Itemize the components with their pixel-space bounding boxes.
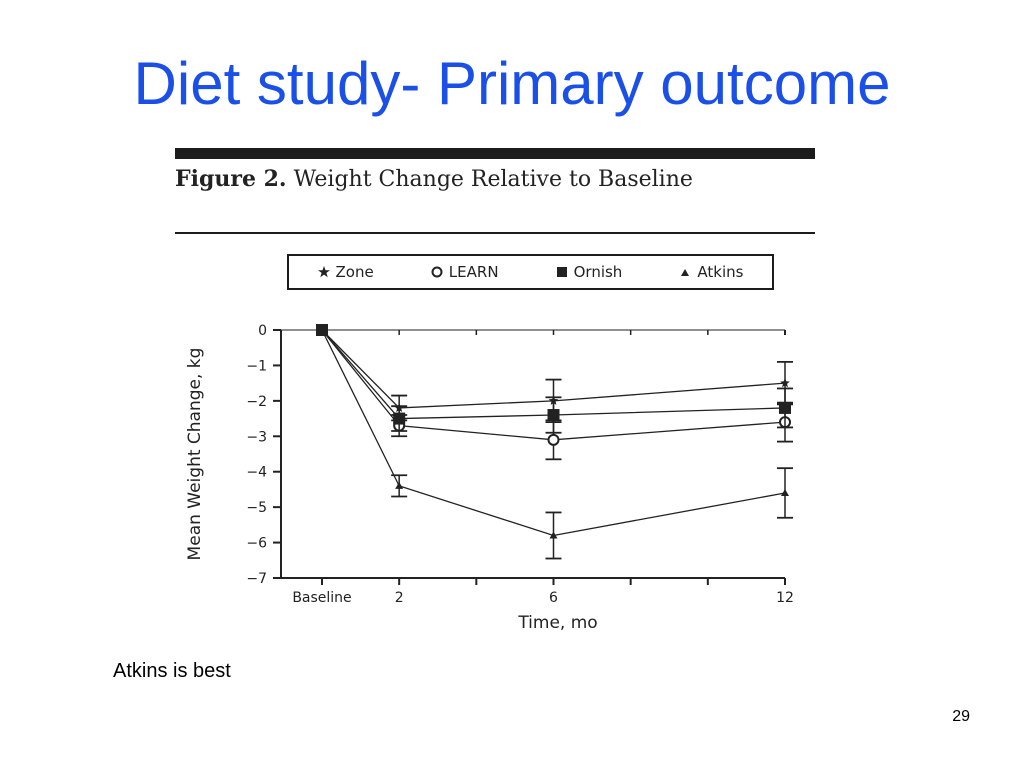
figure-header: Figure 2. Weight Change Relative to Base… <box>175 148 815 234</box>
series-line-ornish <box>321 329 786 420</box>
slide-note: Atkins is best <box>113 660 231 682</box>
y-tick-label: −7 <box>246 571 267 587</box>
series-line-learn <box>321 329 786 441</box>
x-axis-label: Time, mo <box>517 613 597 633</box>
slide-title: Diet study- Primary outcome <box>133 50 891 117</box>
series-line-zone <box>321 329 786 409</box>
point-atkins <box>549 531 558 539</box>
point-atkins <box>318 326 326 333</box>
star-marker-icon <box>317 266 330 278</box>
point-atkins <box>781 488 789 496</box>
open-circle-marker-icon <box>431 266 443 278</box>
triangle-marker-icon <box>681 269 690 276</box>
figure-caption-text: Weight Change Relative to Baseline <box>293 167 693 192</box>
legend-item-learn: LEARN <box>431 263 499 281</box>
series-line-atkins <box>321 329 786 537</box>
figure-bottom-rule <box>175 232 815 234</box>
point-ornish <box>779 401 791 414</box>
figure-label: Figure 2. <box>175 166 287 192</box>
chart-legend: Zone LEARN Ornish Atkins <box>287 254 774 290</box>
y-axis-label: Mean Weight Change, kg <box>185 348 205 561</box>
x-tick-label: 12 <box>776 590 794 606</box>
point-atkins <box>395 481 404 489</box>
y-tick-label: −6 <box>246 536 267 552</box>
point-ornish <box>547 409 560 422</box>
x-tick-label: 6 <box>549 590 558 606</box>
legend-label-learn: LEARN <box>448 263 499 281</box>
page-number: 29 <box>952 708 970 725</box>
y-tick-label: −5 <box>246 500 267 516</box>
point-ornish <box>393 412 406 425</box>
legend-label-atkins: Atkins <box>697 263 744 281</box>
legend-label-ornish: Ornish <box>573 263 623 281</box>
legend-item-atkins: Atkins <box>679 263 743 281</box>
figure-caption: Figure 2. Weight Change Relative to Base… <box>175 166 795 193</box>
figure-top-rule <box>175 148 815 159</box>
point-zone <box>780 378 790 388</box>
x-tick-label: Baseline <box>292 590 351 606</box>
legend-item-zone: Zone <box>317 263 374 281</box>
y-tick-label: −4 <box>246 465 267 481</box>
y-tick-label: −1 <box>246 358 267 374</box>
point-learn <box>547 433 560 446</box>
y-tick-label: 0 <box>258 323 267 339</box>
y-tick-label: −2 <box>246 394 267 410</box>
filled-square-marker-icon <box>556 267 567 277</box>
legend-label-zone: Zone <box>335 263 374 281</box>
x-tick-label: 2 <box>395 590 404 606</box>
legend-item-ornish: Ornish <box>556 263 623 281</box>
y-tick-label: −3 <box>246 429 267 445</box>
